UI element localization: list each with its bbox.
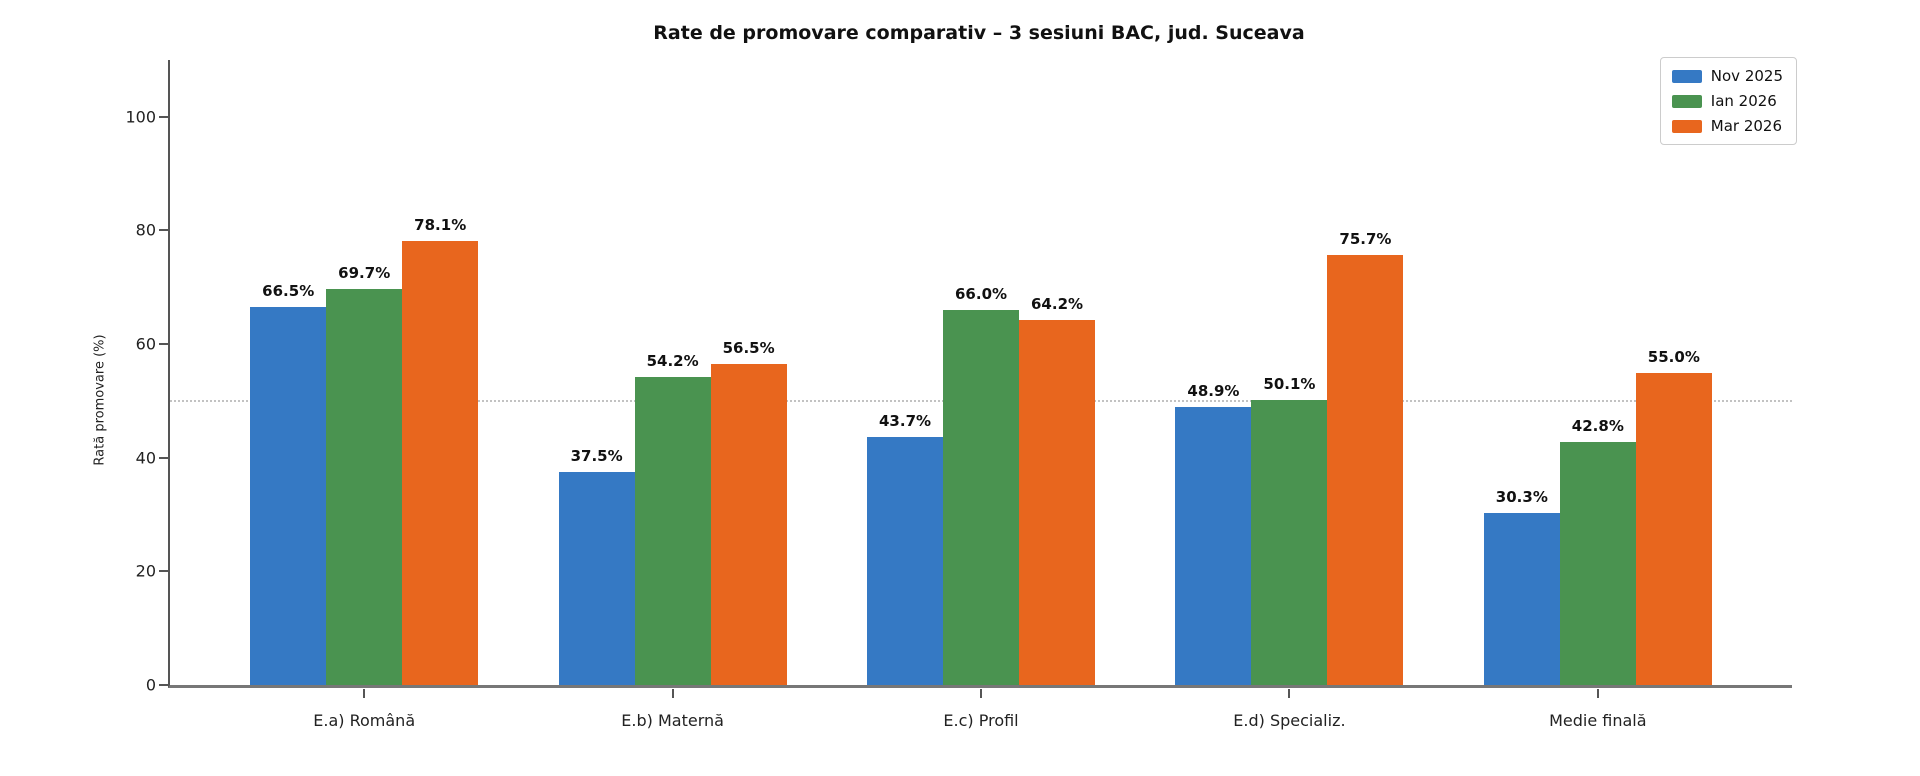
y-tick-mark-80 xyxy=(159,229,168,232)
bar-mar-2026: 75.7% xyxy=(1327,230,1404,685)
bar-nov-2025: 30.3% xyxy=(1483,488,1560,685)
bar-value-label: 66.5% xyxy=(262,282,315,301)
y-tick-label-0: 0 xyxy=(145,675,156,695)
x-tick-label-1: E.a) Română xyxy=(313,711,416,730)
x-tick-label-3: E.c) Profil xyxy=(943,711,1019,730)
bar-group-5: 30.3% 42.8% 55.0% Medie finală xyxy=(1444,60,1752,730)
legend-label: Nov 2025 xyxy=(1710,67,1783,85)
x-tick-label-4: E.d) Specializ. xyxy=(1233,711,1346,730)
bar-value-label: 55.0% xyxy=(1647,347,1700,366)
bar-value-label: 30.3% xyxy=(1495,487,1548,506)
chart-title: Rate de promovare comparativ – 3 sesiuni… xyxy=(653,22,1305,44)
bar-value-label: 66.0% xyxy=(954,285,1008,303)
bar-group-3: 43.7% 66.0% 64.2% E.c) Profil xyxy=(827,60,1135,730)
bar-nov-2025: 48.9% xyxy=(1175,382,1252,685)
bar-ian-2026: 42.8% xyxy=(1559,417,1636,685)
legend-item-ian-2026: Ian 2026 xyxy=(1671,92,1783,110)
bar-value-label: 54.2% xyxy=(646,352,699,371)
x-tick-mark xyxy=(1288,689,1291,698)
bar-nov-2025: 66.5% xyxy=(250,282,327,685)
plot-area: 0 20 40 60 80 100 66.5% 69.7% 78.1% E.a) Română 3… xyxy=(125,60,1792,730)
bar-value-label: 69.7% xyxy=(338,263,391,282)
y-tick-mark-40 xyxy=(159,456,168,459)
bar-ian-2026: 69.7% xyxy=(326,264,403,685)
bar-value-label: 43.7% xyxy=(878,411,932,430)
bar-value-label: 64.2% xyxy=(1030,295,1084,314)
x-tick-label-5: Medie finală xyxy=(1549,711,1647,730)
legend-swatch-icon xyxy=(1671,119,1702,133)
bar-ian-2026: 54.2% xyxy=(634,352,711,685)
y-tick-label-60: 60 xyxy=(135,334,156,354)
bar-groups: 66.5% 69.7% 78.1% E.a) Română 37.5% 54.2% 56.5… xyxy=(170,60,1792,730)
x-tick-mark xyxy=(363,689,366,698)
y-tick-label-20: 20 xyxy=(135,561,156,581)
y-tick-mark-20 xyxy=(159,570,168,573)
bar-group-1: 66.5% 69.7% 78.1% E.a) Română xyxy=(210,60,518,730)
y-tick-label-80: 80 xyxy=(135,220,156,240)
bar-value-label: 56.5% xyxy=(722,338,775,357)
legend: Nov 2025 Ian 2026 Mar 2026 xyxy=(1659,57,1797,145)
legend-item-mar-2026: Mar 2026 xyxy=(1671,117,1783,135)
bar-value-label: 50.1% xyxy=(1263,375,1316,394)
bar-nov-2025: 37.5% xyxy=(558,447,635,685)
bar-value-label: 48.9% xyxy=(1187,382,1240,401)
y-tick-mark-100 xyxy=(159,115,168,118)
legend-swatch-icon xyxy=(1671,69,1702,83)
bar-nov-2025: 43.7% xyxy=(867,412,944,685)
bar-ian-2026: 66.0% xyxy=(943,285,1020,685)
legend-item-nov-2025: Nov 2025 xyxy=(1671,67,1783,85)
y-tick-mark-0 xyxy=(159,684,168,686)
x-tick-mark xyxy=(1596,689,1599,698)
bar-group-4: 48.9% 50.1% 75.7% E.d) Specializ. xyxy=(1135,60,1443,730)
y-axis-label: Rată promovare (%) xyxy=(92,334,108,466)
x-tick-mark xyxy=(671,689,674,698)
legend-label: Mar 2026 xyxy=(1710,117,1783,135)
bar-ian-2026: 50.1% xyxy=(1251,375,1328,685)
bar-mar-2026: 55.0% xyxy=(1635,348,1712,685)
bar-value-label: 37.5% xyxy=(570,446,623,465)
bar-value-label: 78.1% xyxy=(414,216,467,235)
bar-value-label: 42.8% xyxy=(1571,416,1624,435)
bar-mar-2026: 56.5% xyxy=(710,339,787,685)
bar-mar-2026: 64.2% xyxy=(1019,295,1096,685)
legend-label: Ian 2026 xyxy=(1710,92,1777,110)
y-tick-label-100: 100 xyxy=(125,107,156,127)
bar-value-label: 75.7% xyxy=(1339,229,1392,248)
y-tick-mark-60 xyxy=(159,343,168,346)
bar-group-2: 37.5% 54.2% 56.5% E.b) Maternă xyxy=(518,60,826,730)
bar-mar-2026: 78.1% xyxy=(402,216,479,685)
x-tick-label-2: E.b) Maternă xyxy=(621,711,724,730)
x-tick-mark xyxy=(980,689,983,698)
y-tick-label-40: 40 xyxy=(135,448,156,468)
legend-swatch-icon xyxy=(1671,94,1702,108)
